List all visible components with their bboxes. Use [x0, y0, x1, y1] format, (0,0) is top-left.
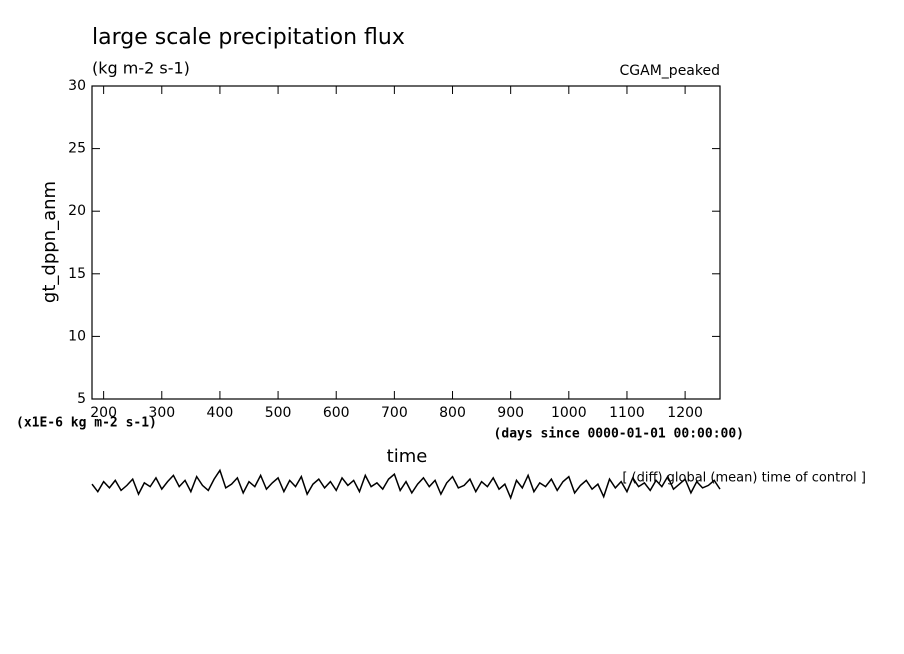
annotation: CGAM_peaked	[620, 63, 720, 79]
y-tick-label: 15	[68, 266, 86, 282]
x-tick-label: 600	[323, 405, 350, 421]
x-tick-label: 300	[148, 405, 175, 421]
y-tick-label: 20	[68, 203, 86, 219]
x-tick-label: 800	[439, 405, 466, 421]
x-tick-label: 400	[207, 405, 234, 421]
y-axis-label: gt_dppn_anm	[39, 181, 60, 303]
x-tick-label: 200	[90, 405, 117, 421]
x-tick-label: 1000	[551, 405, 587, 421]
plot-frame	[91, 85, 721, 400]
x-tick-label: 1100	[609, 405, 645, 421]
x-tick-label: 700	[381, 405, 408, 421]
x-tick-label: 1200	[667, 405, 703, 421]
data-line	[91, 468, 721, 501]
y-tick-label: 5	[77, 391, 86, 407]
x-unit-note: (days since 0000-01-01 00:00:00)	[494, 427, 744, 442]
y-unit-note: (x1E-6 kg m-2 s-1)	[16, 416, 157, 431]
x-tick-label: 900	[497, 405, 524, 421]
x-tick-label: 500	[265, 405, 292, 421]
y-tick-label: 25	[68, 141, 86, 157]
y-tick-label: 10	[68, 328, 86, 344]
chart-title: large scale precipitation flux	[92, 25, 405, 50]
y-tick-label: 30	[68, 78, 86, 94]
x-axis-label: time	[387, 446, 428, 467]
chart-subtitle: (kg m-2 s-1)	[92, 59, 190, 78]
series-note: [ (diff) global (mean) time of control ]	[622, 471, 866, 486]
